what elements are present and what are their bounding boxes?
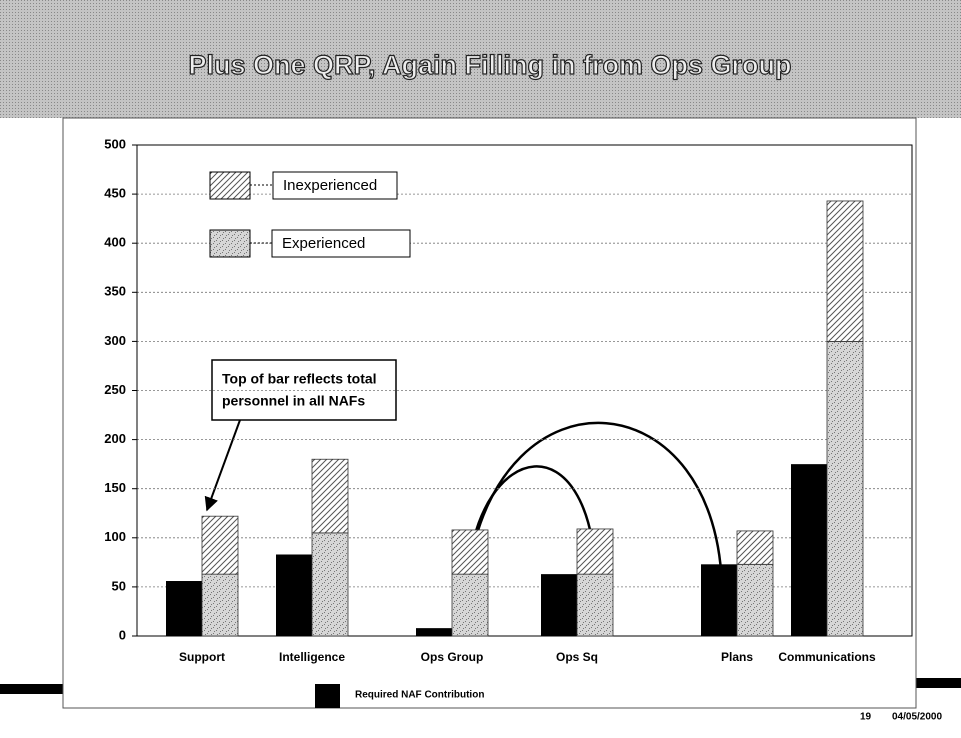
annotation: Top of bar reflects total: [222, 371, 377, 387]
x-tick-label: Support: [179, 650, 225, 664]
bar-segment: [576, 528, 614, 575]
page-number: 19: [860, 712, 872, 723]
y-tick-label: 250: [104, 382, 126, 397]
annotation: personnel in all NAFs: [222, 393, 365, 409]
y-tick-label: 200: [104, 431, 126, 446]
bar-segment: [451, 529, 489, 575]
y-tick-label: 350: [104, 284, 126, 299]
bar: [276, 554, 312, 636]
flow-arrow: [466, 421, 731, 594]
x-tick-label: Ops Group: [421, 650, 484, 664]
y-tick-label: 450: [104, 186, 126, 201]
band-left: [0, 684, 64, 694]
bar: [791, 464, 827, 636]
legend-label: Experienced: [282, 235, 365, 252]
bar-segment: [576, 573, 614, 637]
date: 04/05/2000: [892, 712, 942, 723]
bar-segment: [736, 530, 774, 565]
y-tick-label: 500: [104, 136, 126, 151]
y-tick-label: 150: [104, 480, 126, 495]
bar: [541, 574, 577, 636]
y-tick-label: 50: [112, 578, 126, 593]
bar-segment: [311, 458, 349, 534]
bar: [166, 581, 202, 636]
bar-segment: [451, 573, 489, 637]
annotation-box: [211, 359, 397, 421]
x-tick-label: Communications: [778, 650, 876, 664]
x-tick-label: Intelligence: [279, 650, 345, 664]
x-tick-label: Ops Sq: [556, 650, 598, 664]
annotation-arrow: [204, 419, 241, 512]
legend-swatch: [209, 171, 251, 200]
legend-swatch: [315, 684, 340, 708]
y-tick-label: 400: [104, 235, 126, 250]
legend-label: Inexperienced: [283, 177, 377, 194]
bar-segment: [311, 532, 349, 637]
legend-label: Required NAF Contribution: [355, 690, 484, 701]
bar-segment: [826, 340, 864, 637]
y-tick-label: 0: [119, 627, 126, 642]
y-tick-label: 300: [104, 333, 126, 348]
bar: [416, 628, 452, 636]
bar-segment: [826, 200, 864, 342]
band-right: [916, 678, 961, 688]
y-tick-label: 100: [104, 529, 126, 544]
bar-segment: [201, 515, 239, 575]
legend-box: [271, 229, 411, 258]
flow-arrow: [466, 465, 605, 580]
plot-border: [136, 144, 913, 637]
bar-segment: [736, 563, 774, 637]
header-band: [0, 0, 961, 118]
title: Plus One QRP, Again Filling in from Ops …: [188, 50, 791, 80]
bar: [701, 564, 737, 636]
legend-box: [272, 171, 398, 200]
bar-segment: [201, 573, 239, 637]
legend-swatch: [209, 229, 251, 258]
x-tick-label: Plans: [721, 650, 753, 664]
